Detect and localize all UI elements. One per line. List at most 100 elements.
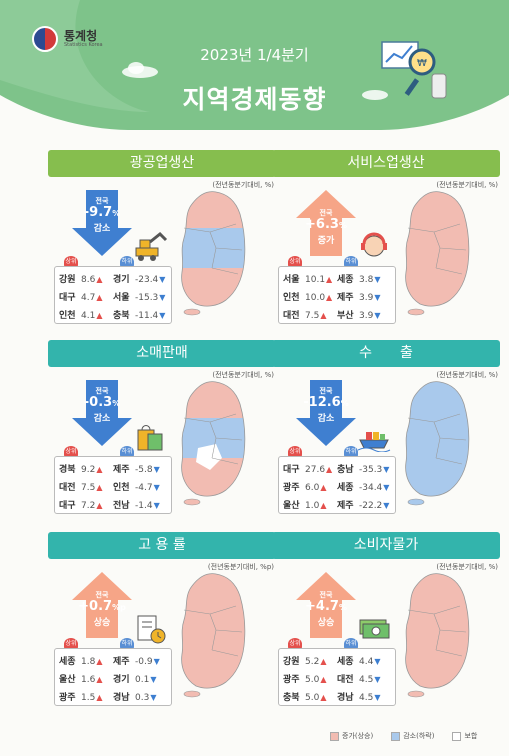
legend-decrease: 감소(하락) [403, 732, 435, 740]
table-row: 광주 6.0 ▲ 세종 -34.4 ▼ [279, 477, 397, 494]
logo-mark-icon [32, 26, 58, 52]
top-badge: 상위 [64, 256, 78, 268]
header-subtitle: 2023년 1/4분기 [200, 46, 309, 64]
triangle-up-icon: ▲ [96, 311, 103, 320]
map-region-south [405, 268, 469, 307]
triangle-up-icon: ▲ [320, 483, 327, 492]
map-jeju [183, 690, 201, 698]
panel-unit: (전년동분기대비, %) [436, 563, 498, 571]
triangle-down-icon: ▼ [383, 483, 390, 492]
panel-unit: (전년동분기대비, %) [436, 371, 498, 379]
top-value: 5.2 [305, 657, 320, 667]
panel-retail-sales: 소매판매 (전년동분기대비, %) 전국 -0.3% 감소 상위 하위 [48, 340, 276, 518]
bottom-badge: 하위 [120, 256, 134, 268]
panel-unit: (전년동분기대비, %) [436, 181, 498, 189]
national-direction: 감소 [93, 414, 111, 424]
national-label: 전국 [95, 387, 109, 395]
bottom-region: 제주 [337, 293, 354, 303]
triangle-down-icon: ▼ [153, 465, 160, 474]
bottom-region: 경남 [113, 693, 130, 703]
bottom-value: 4.5 [359, 693, 374, 703]
cargo-ship-icon [358, 432, 391, 452]
top-value: 1.0 [305, 501, 320, 511]
legend: 증가(상승) 감소(하락) 보합 [330, 730, 495, 742]
top-value: 1.8 [81, 657, 96, 667]
triangle-down-icon: ▼ [153, 483, 160, 492]
panel-title: 고 용 률 [48, 532, 276, 559]
korea-map [405, 381, 470, 506]
map-region-south [181, 268, 245, 307]
panel-title: 광공업생산 [48, 150, 276, 177]
panel-unit: (전년동분기대비, %p) [207, 563, 274, 571]
triangle-down-icon: ▼ [150, 693, 157, 702]
top-region: 광주 [283, 675, 300, 685]
national-change-arrow: 전국 -0.3% 감소 [72, 380, 132, 446]
top-badge: 상위 [288, 256, 302, 268]
bottom-region: 충북 [113, 311, 130, 321]
triangle-down-icon: ▼ [153, 657, 160, 666]
national-value-unit: % [338, 221, 347, 230]
bottom-value: -34.4 [359, 483, 383, 493]
triangle-up-icon: ▲ [96, 675, 103, 684]
ranking-table: 강원 5.2 ▲ 세종 4.4 ▼ 광주 5.0 ▲ 대전 4.5 ▼ 충북 5.0 ▲ 경남 4.5… [278, 648, 396, 706]
map-region-west [405, 228, 434, 268]
top-region: 울산 [283, 501, 300, 511]
national-value-number: -12.6 [303, 395, 341, 410]
triangle-up-icon: ▲ [96, 293, 103, 302]
national-value-number: -0.3 [83, 395, 113, 410]
map-jeju [183, 498, 201, 506]
rank-badges: 상위 하위 [64, 638, 174, 650]
korea-map [405, 573, 470, 698]
bottom-value: -22.2 [359, 501, 383, 511]
bottom-region: 세종 [337, 483, 354, 493]
top-region: 충북 [283, 693, 300, 703]
map-region-west [181, 228, 210, 268]
bottom-value: 0.3 [135, 693, 150, 703]
bottom-region: 부산 [337, 311, 354, 321]
national-label: 전국 [95, 197, 109, 205]
panel-mining-production: 광공업생산 (전년동분기대비, %) 전국 -9.7% 감소 상위 하위 [48, 150, 276, 328]
logo: 통계청 Statistics Korea [32, 26, 103, 52]
legend-swatch-decrease [391, 731, 401, 741]
national-value-unit: % [338, 603, 347, 612]
map-jeju [407, 498, 425, 506]
panel-consumer-prices: 소비자물가 (전년동분기대비, %) 전국 +4.7% 상승 상위 하위 [272, 532, 500, 710]
national-change-arrow: 전국 -12.6% 감소 [296, 380, 356, 446]
korea-map [405, 191, 470, 316]
top-region: 강원 [283, 657, 300, 667]
bottom-value: -23.4 [135, 275, 159, 285]
top-region: 세종 [59, 657, 76, 667]
top-value: 7.5 [81, 483, 96, 493]
arrow-up-icon [296, 572, 356, 638]
national-label: 전국 [319, 387, 333, 395]
legend-neutral: 보합 [464, 732, 478, 740]
table-row: 대전 7.5 ▲ 인천 -4.7 ▼ [55, 477, 173, 494]
bottom-value: 3.9 [359, 293, 374, 303]
top-region: 광주 [283, 483, 300, 493]
top-value: 5.0 [305, 693, 320, 703]
header-banner: 통계청 Statistics Korea 2023년 1/4분기 지역경제동향 … [0, 0, 509, 140]
triangle-up-icon: ▲ [320, 657, 327, 666]
bottom-region: 서울 [113, 293, 130, 303]
panel-title: 서비스업생산 [272, 150, 500, 177]
bottom-region: 제주 [113, 657, 130, 667]
bottom-region: 충남 [337, 465, 354, 475]
bottom-value: -5.8 [135, 465, 153, 475]
triangle-up-icon: ▲ [320, 693, 327, 702]
top-value: 10.1 [305, 275, 326, 285]
table-row: 인천 10.0 ▲ 제주 3.9 ▼ [279, 287, 397, 304]
top-region: 대구 [59, 501, 76, 511]
top-value: 8.6 [81, 275, 96, 285]
triangle-up-icon: ▲ [96, 483, 103, 492]
table-row: 대전 7.5 ▲ 부산 3.9 ▼ [279, 305, 397, 322]
panel-unit: (전년동분기대비, %) [212, 181, 274, 189]
bottom-value: 0.1 [135, 675, 150, 685]
bottom-value: 3.9 [359, 311, 374, 321]
bottom-value: -11.4 [135, 311, 159, 321]
table-row: 대구 7.2 ▲ 전남 -1.4 ▼ [55, 495, 173, 512]
table-row: 광주 1.5 ▲ 경남 0.3 ▼ [55, 687, 173, 704]
triangle-up-icon: ▲ [96, 501, 103, 510]
top-region: 광주 [59, 693, 76, 703]
rank-badges: 상위 하위 [64, 446, 174, 458]
national-label: 전국 [319, 591, 333, 599]
